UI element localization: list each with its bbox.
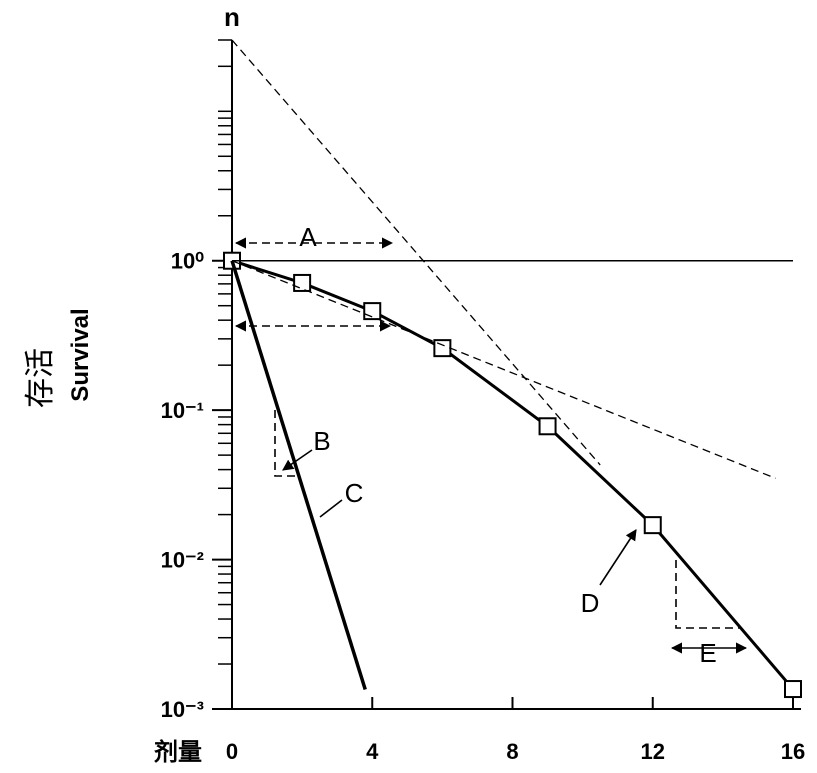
y-label-en: Survival bbox=[67, 308, 94, 401]
annotation: B bbox=[313, 426, 330, 456]
series-line bbox=[231, 259, 795, 691]
y-label: 存活 bbox=[24, 348, 57, 408]
series-line bbox=[231, 39, 601, 466]
marker bbox=[538, 417, 557, 436]
marker bbox=[784, 680, 802, 699]
pointer-c bbox=[319, 499, 343, 518]
annotation: E bbox=[699, 638, 716, 668]
marker bbox=[293, 273, 312, 292]
marker bbox=[433, 339, 452, 358]
series-label: C bbox=[345, 478, 364, 508]
x-tick-label: 8 bbox=[506, 739, 518, 764]
y-tick-label: 10⁰ bbox=[171, 249, 204, 274]
annotation: A bbox=[299, 222, 317, 252]
x-label: 剂量 bbox=[154, 738, 202, 766]
series-line bbox=[231, 260, 776, 479]
triangle-b bbox=[274, 410, 300, 477]
x-tick-label: 16 bbox=[781, 739, 805, 764]
triangle-e bbox=[675, 560, 740, 629]
marker bbox=[363, 302, 382, 321]
y-axis-symbol: n bbox=[224, 2, 240, 32]
y-tick-label: 10⁻³ bbox=[161, 697, 204, 722]
series-line bbox=[230, 260, 367, 691]
marker bbox=[643, 516, 662, 535]
y-tick-label: 10⁻¹ bbox=[161, 398, 204, 423]
x-tick-label: 12 bbox=[641, 739, 665, 764]
x-tick-label: 0 bbox=[226, 739, 238, 764]
arrow-d bbox=[599, 529, 637, 586]
x-tick-label: 4 bbox=[366, 739, 379, 764]
arrow-b bbox=[282, 449, 313, 471]
y-tick-label: 10⁻² bbox=[161, 548, 204, 573]
series-label: D bbox=[581, 588, 600, 618]
